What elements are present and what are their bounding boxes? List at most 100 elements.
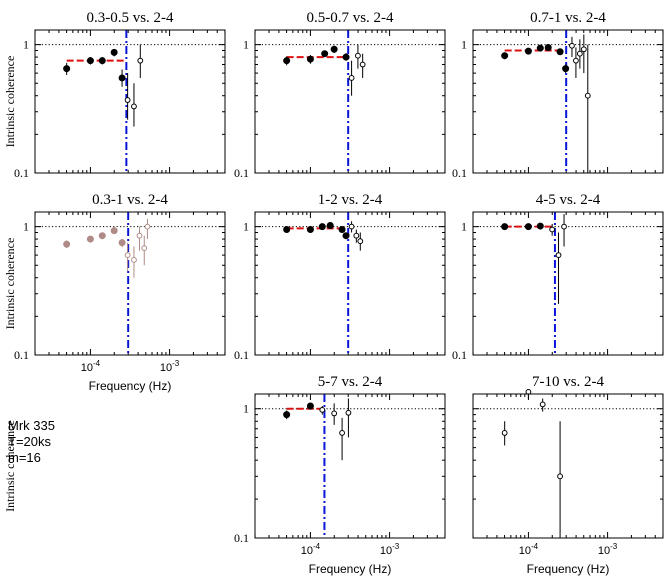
data-point	[562, 65, 570, 73]
data-point-open	[549, 226, 556, 233]
data-point-open	[557, 473, 563, 480]
chart-panel-6: 4-5 vs. 2-4 0.1 1	[452, 192, 664, 362]
x-axis-label: Frequency (Hz)	[527, 562, 610, 576]
panel-frame	[472, 393, 664, 539]
data-point-open	[144, 223, 151, 230]
source-note-object: Mrk 335	[8, 418, 55, 433]
data-point	[501, 223, 509, 231]
x-tick-label: 10-4	[301, 542, 321, 557]
data-point	[283, 225, 291, 233]
data-point	[283, 57, 291, 65]
data-point	[110, 48, 118, 56]
y-tick-label: 1	[243, 38, 249, 52]
source-note-exposure: T=20ks	[8, 434, 51, 449]
x-tick-label: 10-4	[81, 359, 101, 374]
x-axis-label: Frequency (Hz)	[89, 379, 172, 393]
data-point	[544, 43, 552, 51]
data-point-open	[348, 223, 355, 230]
data-point	[306, 225, 314, 233]
panel-frame	[34, 29, 226, 174]
chart-panel-8: 7-10 vs. 2-4 10-4 10-3 Frequency (Hz)	[472, 374, 664, 576]
data-point	[338, 225, 346, 233]
data-point	[118, 239, 126, 247]
data-point-open	[339, 430, 345, 436]
panel-title: 0.5-0.7 vs. 2-4	[306, 10, 394, 26]
source-note: Mrk 335 T=20ks m=16	[8, 418, 55, 466]
x-tick-label: 10-3	[380, 542, 400, 557]
data-point	[306, 402, 314, 410]
y-tick-label: 0.1	[14, 166, 29, 180]
data-point	[283, 411, 291, 419]
data-point-open	[353, 232, 360, 239]
panel-title: 5-7 vs. 2-4	[318, 374, 383, 390]
data-point	[63, 240, 71, 248]
y-axis-label: Intrinsic coherence	[3, 56, 17, 148]
data-point-open	[348, 75, 355, 81]
data-point	[321, 50, 329, 58]
chart-panel-7: 5-7 vs. 2-4 0.1 1 10-4 10-3 Intrinsic coheren…	[3, 374, 446, 576]
panel-title: 0.7-1 vs. 2-4	[530, 10, 606, 26]
y-tick-label: 0.1	[452, 166, 467, 180]
data-point-open	[539, 401, 546, 408]
data-point-open	[355, 52, 361, 59]
data-point-open	[124, 97, 131, 103]
source-note-segments: m=16	[8, 450, 41, 465]
x-tick-label: 10-3	[160, 359, 180, 374]
data-point-open	[131, 103, 137, 110]
panel-frame	[472, 211, 664, 356]
y-tick-label: 0.1	[234, 166, 249, 180]
data-point	[524, 223, 532, 231]
data-point	[342, 232, 350, 240]
panel-frame	[472, 29, 664, 174]
data-point-open	[137, 57, 144, 64]
data-point-open	[576, 50, 583, 57]
x-axis-label: Frequency (Hz)	[309, 562, 392, 576]
panel-frame	[34, 211, 226, 356]
data-point-open	[501, 430, 508, 436]
y-tick-label: 1	[23, 220, 29, 234]
panel-title: 7-10 vs. 2-4	[532, 374, 605, 390]
y-tick-label: 0.1	[234, 348, 249, 362]
data-point-open	[136, 232, 143, 239]
panel-frame	[254, 211, 446, 356]
data-point-open	[573, 57, 579, 64]
data-point	[86, 235, 94, 243]
y-axis-label: Intrinsic coherence	[3, 238, 17, 330]
y-tick-label: 0.1	[234, 531, 249, 545]
data-point	[342, 53, 350, 61]
data-point	[86, 57, 94, 65]
data-point-open	[584, 92, 591, 99]
data-point-open	[345, 409, 352, 416]
panel-title: 1-2 vs. 2-4	[318, 192, 383, 208]
data-point-open	[124, 252, 131, 259]
data-point-open	[357, 238, 364, 245]
chart-panel-4: 0.3-1 vs. 2-4 0.1 1 10-4 10-3 Intrinsic coher…	[3, 192, 226, 393]
data-point	[98, 232, 106, 240]
data-point	[524, 47, 532, 55]
data-point-open	[359, 61, 366, 68]
y-tick-label: 1	[243, 220, 249, 234]
panel-frame	[254, 29, 446, 174]
y-tick-label: 1	[461, 220, 467, 234]
data-point	[501, 52, 509, 60]
data-point-open	[580, 46, 587, 53]
panel-title: 4-5 vs. 2-4	[536, 192, 601, 208]
data-point	[536, 222, 544, 230]
data-point	[326, 222, 334, 230]
data-point	[330, 45, 338, 53]
chart-panel-1: 0.3-0.5 vs. 2-4 0.1 1 Intrinsic coherence	[3, 10, 226, 180]
chart-panel-5: 1-2 vs. 2-4 0.1 1	[234, 192, 446, 362]
x-tick-label: 10-4	[519, 542, 539, 557]
data-point	[63, 65, 71, 73]
y-tick-label: 0.1	[14, 348, 29, 362]
y-tick-label: 1	[23, 38, 29, 52]
y-tick-label: 1	[243, 402, 249, 416]
panel-title: 0.3-1 vs. 2-4	[92, 192, 168, 208]
y-axis-label: Intrinsic coherence	[3, 420, 17, 512]
x-tick-label: 10-3	[598, 542, 618, 557]
panel-title: 0.3-0.5 vs. 2-4	[86, 10, 174, 26]
panel-frame	[254, 393, 446, 539]
data-point	[98, 57, 106, 65]
